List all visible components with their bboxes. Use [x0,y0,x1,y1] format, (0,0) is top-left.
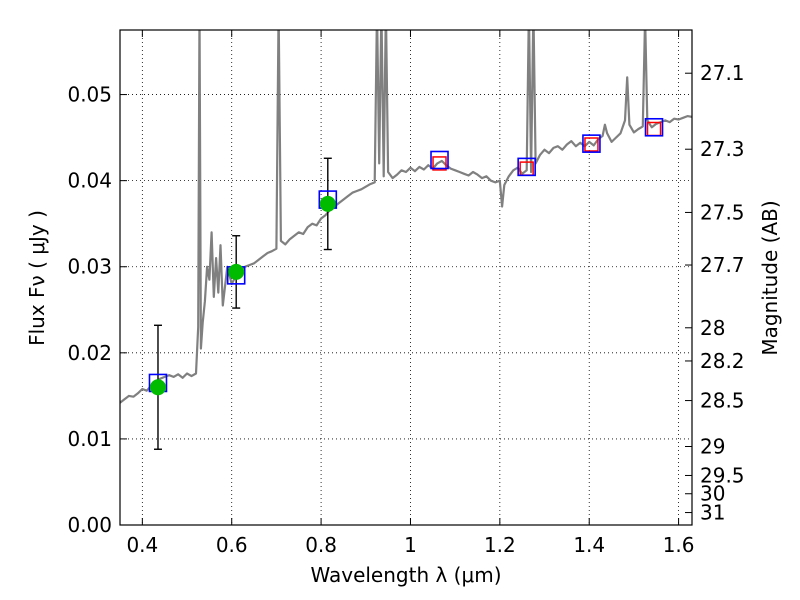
x-tick-label: 0.6 [216,533,248,557]
y-axis-label: Flux Fν ( μJy ) [25,210,49,346]
observed-point [319,195,336,212]
model-point-marker [644,117,664,137]
model-point-marker [430,150,449,170]
right-axis-label: Magnitude (AB) [758,200,782,355]
y-tick-label: 0.03 [67,255,112,279]
x-tick-label: 1 [404,533,417,557]
x-tick-label: 1.2 [484,533,516,557]
plot-frame [119,29,693,526]
right-tick-label: 28 [700,316,725,340]
x-tick-label: 0.8 [305,533,337,557]
model-point-marker [582,134,601,153]
axis-ticks [120,30,692,526]
right-tick-label: 28.5 [700,389,745,413]
right-tick-label: 27.3 [700,137,745,161]
x-tick-label: 1.4 [573,533,605,557]
right-tick-label: 29.5 [700,463,745,487]
x-tick-label: 0.4 [126,533,158,557]
x-axis-label: Wavelength λ (μm) [310,563,501,587]
y-tick-label: 0.05 [67,83,112,107]
x-tick-label: 1.6 [663,533,695,557]
right-tick-label: 27.5 [700,200,745,224]
photometry-markers [148,117,664,450]
y-tick-label: 0.00 [67,513,112,537]
x-tick-labels: 0.4 0.6 0.8 1 1.2 1.4 1.6 [126,533,694,557]
right-tick-label: 27.1 [700,61,745,85]
right-tick-label: 30 [700,482,725,506]
model-point-marker [517,157,536,177]
y-tick-labels: 0.00 0.01 0.02 0.03 0.04 0.05 [67,83,112,537]
observed-point [228,263,245,280]
right-tick-label: 27.7 [700,253,745,277]
y-tick-label: 0.01 [67,427,112,451]
right-tick-label: 28.2 [700,349,745,373]
y-tick-label: 0.02 [67,341,112,365]
y-tick-label: 0.04 [67,169,112,193]
fit-point-marker [432,156,447,171]
observed-point [149,379,166,396]
right-tick-label: 29 [700,434,725,458]
right-tick-label: 31 [700,501,725,525]
fit-point-marker [584,137,599,152]
